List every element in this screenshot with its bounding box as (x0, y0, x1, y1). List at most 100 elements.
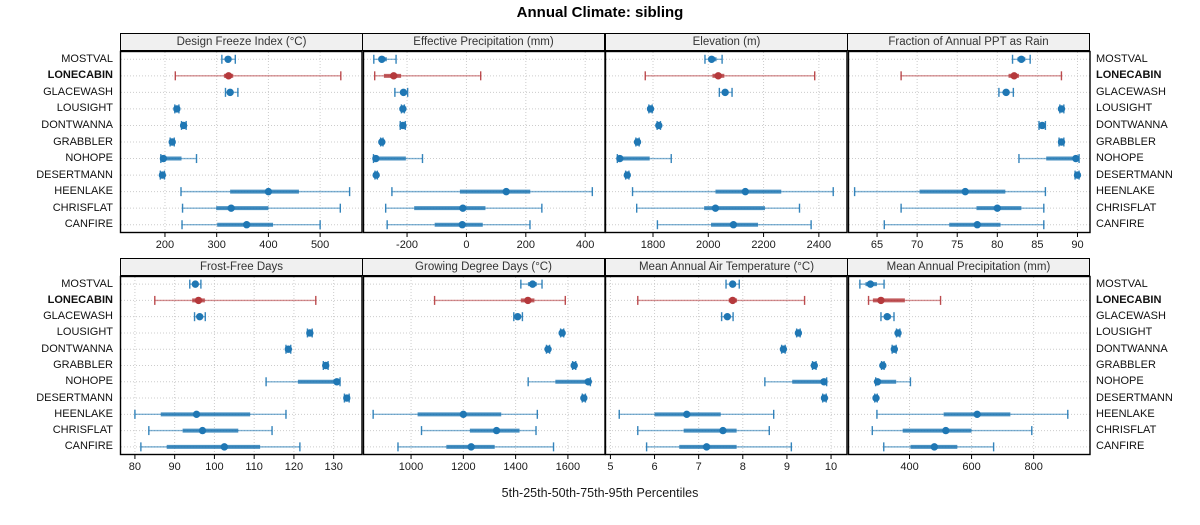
station-label-right-desertmann: DESERTMANN (1096, 168, 1173, 181)
station-series-lonecabin (867, 295, 941, 305)
station-label-right-nohope: NOHOPE (1096, 375, 1144, 388)
x-tick-label: 2200 (751, 239, 775, 251)
panel-header-mean-annual-air-temperature: Mean Annual Air Temperature (°C) (605, 258, 848, 276)
station-series-lonecabin (899, 71, 1062, 81)
station-label-right-mostval: MOSTVAL (1096, 277, 1148, 290)
station-label-left-nohope: NOHOPE (65, 152, 113, 165)
median-dot (702, 443, 711, 451)
station-series-canfire (656, 220, 812, 230)
station-series-mostval (519, 279, 543, 289)
station-series-lonecabin (373, 71, 481, 81)
station-label-right-chrisflat: CHRISFLAT (1096, 424, 1157, 437)
median-dot (728, 280, 737, 288)
x-tick-label: 200 (156, 239, 174, 251)
station-label-left-grabbler: GRABBLER (53, 359, 113, 371)
station-label-left-grabbler: GRABBLER (53, 135, 113, 148)
station-label-right-heenlake: HEENLAKE (1096, 407, 1155, 420)
x-tick-label: 2400 (807, 239, 831, 251)
station-series-heenlake (371, 409, 538, 419)
station-series-chrisflat (148, 426, 273, 436)
station-series-desertmann (1073, 170, 1081, 180)
station-label-left-lousight: LOUSIGHT (56, 102, 113, 115)
x-tick-label: 6 (651, 461, 657, 473)
station-series-lousight (173, 104, 181, 114)
station-label-left-dontwanna: DONTWANNA (41, 118, 113, 131)
median-dot (993, 204, 1001, 212)
station-series-grabbler (168, 137, 176, 147)
median-dot (941, 426, 950, 435)
station-series-mostval (221, 54, 237, 64)
median-dot (876, 296, 885, 305)
median-dot (459, 410, 467, 419)
station-label-left-lousight: LOUSIGHT (56, 326, 113, 339)
x-tick-label: 65 (870, 239, 882, 251)
station-label-right-canfire: CANFIRE (1096, 218, 1145, 231)
station-label-left-desertmann: DESERTMANN (36, 391, 113, 404)
median-dot (224, 55, 232, 63)
station-series-chrisflat (384, 203, 543, 213)
median-dot (1038, 121, 1046, 130)
median-dot (224, 72, 233, 80)
median-dot (893, 329, 902, 337)
median-dot (458, 204, 467, 212)
station-series-heenlake (853, 187, 1046, 197)
median-dot (513, 312, 521, 321)
station-series-nohope (265, 377, 341, 387)
station-series-lonecabin (154, 295, 317, 305)
median-dot (1073, 171, 1081, 179)
panel-plot-design-freeze-index-c: 200 300 400 500 (119, 50, 363, 251)
median-dot (794, 329, 803, 337)
median-dot (961, 187, 969, 196)
median-dot (557, 329, 566, 337)
panel-plot-elevation-m: 1800 2000 2200 2400 (604, 50, 848, 251)
median-dot (158, 171, 167, 179)
median-dot (719, 426, 727, 435)
median-dot (623, 171, 631, 179)
station-series-glacewash (997, 87, 1014, 97)
median-dot (399, 88, 407, 97)
station-label-left-desertmann: DESERTMANN (36, 168, 113, 181)
median-dot (1071, 154, 1080, 163)
station-series-lousight (893, 328, 902, 338)
station-series-canfire (883, 220, 1045, 230)
station-series-dontwanna (179, 120, 188, 130)
median-dot (890, 345, 898, 353)
median-dot (398, 121, 407, 130)
station-series-grabbler (633, 137, 642, 147)
panel-plot-growing-degree-days-c: 1000 1200 1400 1600 (362, 275, 606, 473)
station-series-desertmann (371, 170, 380, 180)
panel-header-growing-degree-days: Growing Degree Days (°C) (362, 258, 605, 276)
median-dot (306, 329, 314, 337)
station-label-right-grabbler: GRABBLER (1096, 135, 1156, 148)
panel-border (604, 275, 848, 456)
x-tick-label: 400 (576, 239, 594, 251)
x-tick-label: 600 (962, 461, 980, 473)
station-series-dontwanna (779, 344, 788, 354)
station-label-left-chrisflat: CHRISFLAT (52, 201, 113, 214)
station-series-chrisflat (899, 203, 1045, 213)
panel-header-effective-precipitation: Effective Precipitation (mm) (362, 33, 605, 51)
median-dot (878, 361, 887, 370)
station-series-mostval (704, 54, 723, 64)
station-series-glacewash (512, 312, 523, 322)
x-tick-label: 1800 (641, 239, 665, 251)
median-dot (1057, 105, 1065, 113)
station-series-grabbler (569, 361, 578, 370)
median-dot (333, 378, 341, 386)
station-label-right-dontwanna: DONTWANNA (1096, 342, 1168, 355)
station-series-dontwanna (890, 344, 898, 354)
panel-plot-fraction-of-annual-ppt-as-rain: 65 70 75 80 85 90 (847, 50, 1091, 251)
panel-border (119, 50, 363, 234)
station-series-desertmann (623, 170, 631, 180)
station-series-lonecabin (174, 71, 342, 81)
x-tick-label: 2000 (696, 239, 720, 251)
x-tick-label: 1000 (398, 461, 422, 473)
median-dot (502, 187, 510, 196)
x-tick-label: 8 (740, 461, 746, 473)
median-dot (729, 221, 738, 229)
x-tick-label: 80 (991, 239, 1003, 251)
x-tick-label: 75 (951, 239, 963, 251)
median-dot (721, 88, 729, 97)
median-dot (377, 138, 386, 146)
